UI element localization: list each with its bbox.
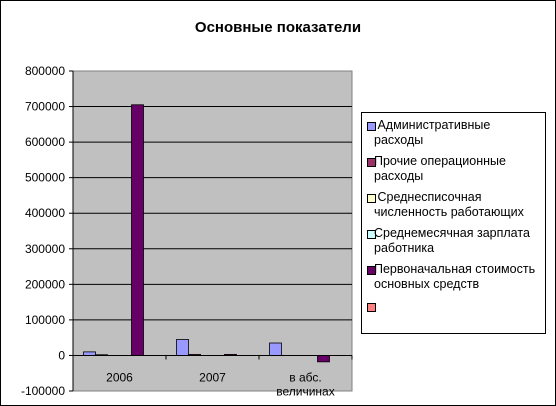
legend-label-line: численность работающих (374, 205, 524, 219)
legend-label-line: Первоначальная стоимость (374, 262, 536, 276)
y-tick-label: 300000 (25, 242, 65, 256)
legend-label-line: работника (374, 241, 435, 255)
y-tick-label: -100000 (21, 384, 65, 398)
y-tick-label: 600000 (25, 135, 65, 149)
bar (83, 351, 96, 356)
legend-label-line: Среднемесячная зарплата (374, 226, 530, 240)
bar (269, 342, 282, 356)
chart-legend: Административные расходы Прочие операционн… (361, 112, 546, 334)
legend-label-line: расходы (374, 169, 424, 183)
legend-label: Среднесписочная численность работающих (374, 190, 546, 220)
x-tick-label: 2007 (199, 370, 226, 384)
legend-label: Первоначальная стоимость основных средств (374, 262, 546, 292)
legend-label: Административные расходы (374, 118, 546, 148)
legend-swatch (367, 230, 376, 239)
bar (131, 104, 144, 356)
legend-swatch (367, 303, 376, 312)
plot-area (72, 70, 353, 392)
legend-label-line: Прочие операционные (374, 154, 506, 168)
legend-swatch (367, 158, 376, 167)
legend-swatch (367, 122, 376, 131)
legend-label: Прочие операционные расходы (374, 154, 546, 184)
y-tick-label: 100000 (25, 313, 65, 327)
legend-label-line: расходы (374, 133, 424, 147)
chart-title: Основные показатели (194, 19, 362, 36)
y-tick-label: 500000 (25, 171, 65, 185)
legend-label-line: Административные (374, 118, 491, 132)
y-tick-label: 400000 (25, 206, 65, 220)
bar (317, 355, 330, 363)
legend-swatch (367, 194, 376, 203)
x-tick-label: в абс. (289, 370, 321, 384)
legend-label-line: Среднесписочная (374, 190, 482, 204)
legend-label-line: основных средств (374, 277, 480, 291)
legend-label: Среднемесячная зарплата работника (374, 226, 546, 256)
y-tick-label: 200000 (25, 277, 65, 291)
x-tick-label: 2006 (106, 370, 133, 384)
y-tick-label: 0 (58, 348, 65, 362)
bar (176, 339, 189, 356)
y-tick-label: 800000 (25, 64, 65, 78)
x-tick-label: величинах (276, 384, 334, 398)
legend-swatch (367, 266, 376, 275)
y-tick-label: 700000 (25, 100, 65, 114)
